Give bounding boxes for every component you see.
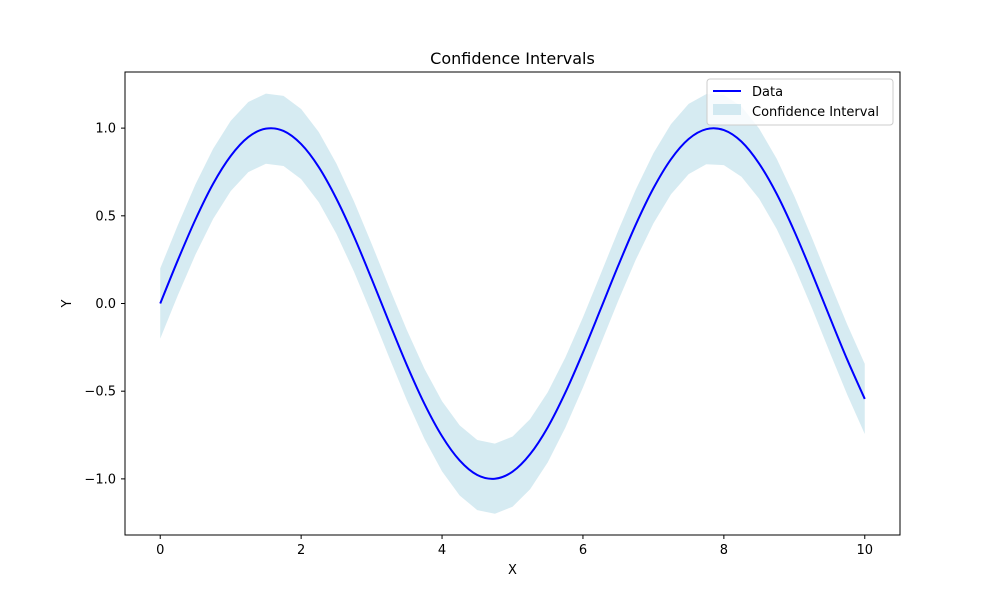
x-tick-label: 2 <box>297 543 305 558</box>
x-tick-label: 8 <box>720 543 728 558</box>
data-line-layer <box>159 127 866 480</box>
data-line <box>159 127 866 480</box>
x-tick-label: 6 <box>579 543 587 558</box>
chart-title: Confidence Intervals <box>430 49 595 68</box>
legend: Data Confidence Interval <box>706 78 894 126</box>
legend-label-confidence-interval: Confidence Interval <box>752 105 879 120</box>
y-tick-label: 0.5 <box>95 209 116 224</box>
y-tick-label: −0.5 <box>84 385 116 400</box>
x-ticks: 0 2 4 6 8 10 <box>156 535 873 558</box>
x-tick-label: 10 <box>856 543 873 558</box>
x-axis-label: X <box>508 563 517 578</box>
y-axis-label: Y <box>60 299 75 308</box>
y-tick-label: 1.0 <box>95 122 116 137</box>
y-tick-label: 0.0 <box>95 297 116 312</box>
y-tick-label: −1.0 <box>84 472 116 487</box>
y-ticks: −1.0 −0.5 0.0 0.5 1.0 <box>84 122 125 487</box>
legend-band-swatch <box>713 104 741 115</box>
legend-box <box>706 78 894 126</box>
legend-label-data: Data <box>752 85 783 100</box>
x-tick-label: 4 <box>438 543 446 558</box>
x-tick-label: 0 <box>156 543 164 558</box>
